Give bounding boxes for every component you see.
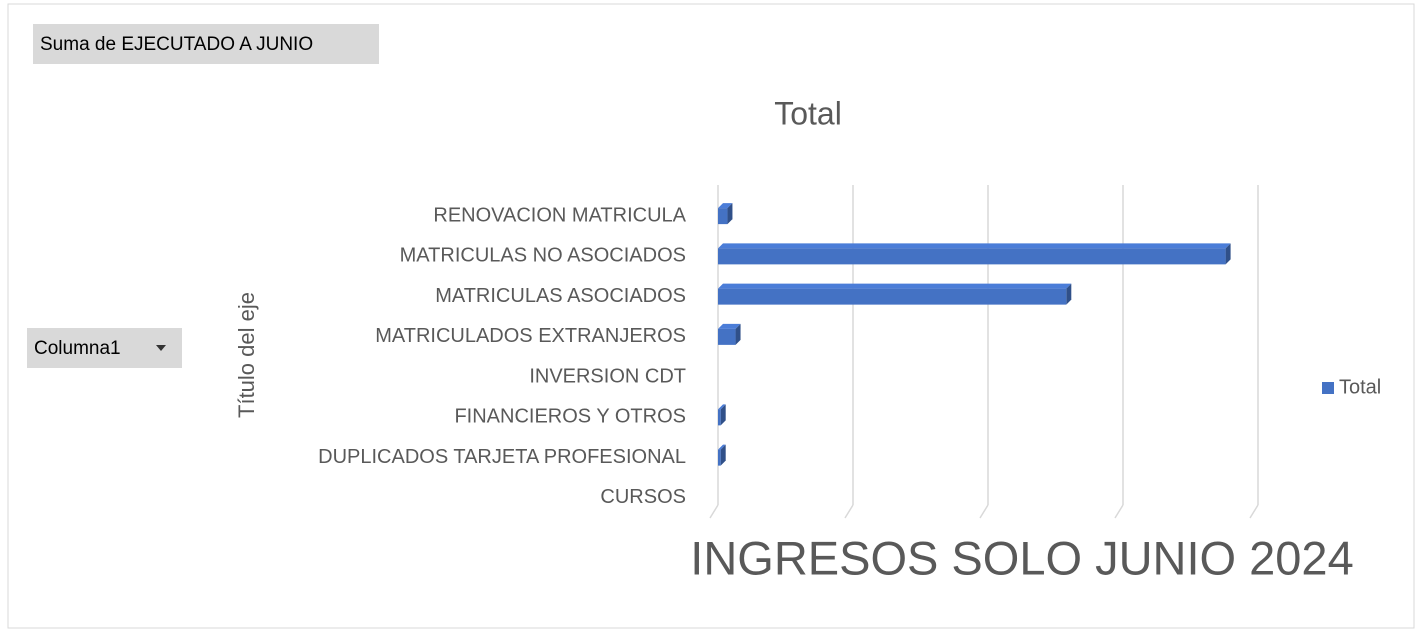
category-label: RENOVACION MATRICULA <box>433 204 686 226</box>
bar <box>718 208 728 225</box>
grid-floor <box>979 504 989 519</box>
bar <box>718 409 721 426</box>
bar <box>718 328 736 345</box>
bar <box>718 288 1067 305</box>
y-axis-title: Título del eje <box>234 292 259 418</box>
dropdown-arrow <box>156 345 166 351</box>
grid-floor <box>1249 504 1259 519</box>
bar-side <box>1066 283 1072 305</box>
bar-side <box>727 203 733 225</box>
axis-field-button[interactable] <box>27 328 182 368</box>
bar-side <box>720 444 726 466</box>
bar-top <box>718 203 733 209</box>
category-label: CURSOS <box>600 486 686 508</box>
caption: INGRESOS SOLO JUNIO 2024 <box>690 531 1353 584</box>
bar <box>718 449 721 466</box>
bar-top <box>718 283 1072 289</box>
bar-side <box>735 323 741 345</box>
values-field-label: Suma de EJECUTADO A JUNIO <box>40 34 313 55</box>
category-label: MATRICULAS NO ASOCIADOS <box>400 245 686 267</box>
bar-side <box>720 404 726 426</box>
category-label: FINANCIEROS Y OTROS <box>454 406 686 428</box>
category-label: MATRICULADOS EXTRANJEROS <box>375 325 686 347</box>
legend-swatch <box>1322 382 1334 394</box>
legend-label: Total <box>1339 376 1381 398</box>
bar-top <box>718 404 726 410</box>
bar <box>718 248 1226 265</box>
chart-title: Total <box>774 95 842 131</box>
bar-top <box>718 444 726 450</box>
category-label: DUPLICADOS TARJETA PROFESIONAL <box>318 446 686 468</box>
category-label: INVERSION CDT <box>529 365 686 387</box>
chart-border <box>7 3 1415 629</box>
values-field-button[interactable] <box>33 24 379 64</box>
bar-side <box>1225 243 1231 265</box>
bar-top <box>718 243 1231 249</box>
grid-floor <box>1114 504 1124 519</box>
bar-top <box>718 323 741 329</box>
axis-field-label: Columna1 <box>34 338 121 359</box>
grid-floor <box>709 504 719 519</box>
grid-floor <box>844 504 854 519</box>
category-label: MATRICULAS ASOCIADOS <box>435 285 686 307</box>
